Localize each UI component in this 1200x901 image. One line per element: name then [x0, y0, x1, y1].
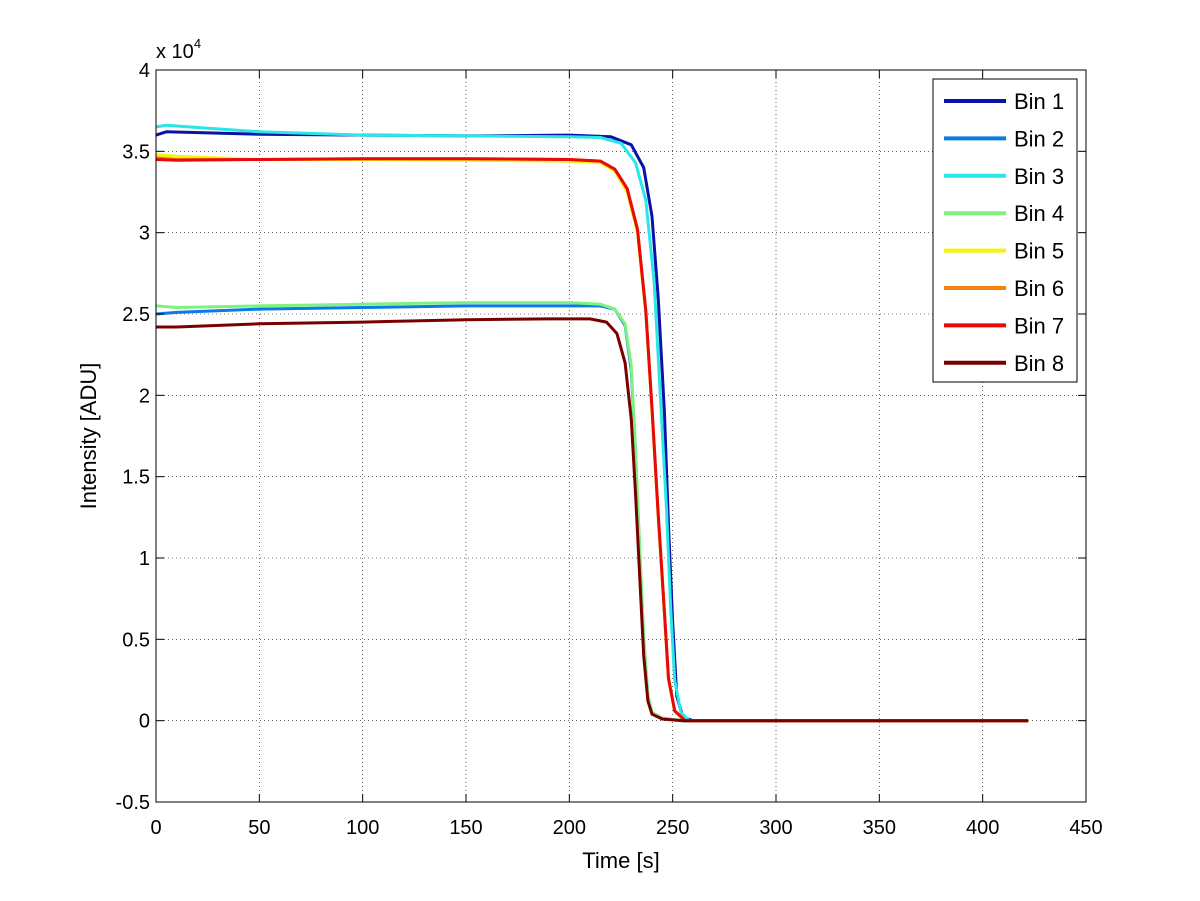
x-tick-label: 0	[150, 817, 161, 839]
legend-box	[932, 78, 1078, 383]
legend: Bin 1 Bin 2 Bin 3 Bin 4 Bin 5 Bin 6 Bin 7 Bin 8	[932, 78, 1078, 383]
legend-item-bin-6: Bin 6	[944, 276, 1064, 301]
legend-item-bin-2: Bin 2	[944, 126, 1064, 151]
x-tick-label: 150	[449, 817, 482, 839]
series-line-bin-8	[156, 317, 1029, 723]
y-tick-label: -0.5	[116, 792, 150, 814]
x-tick-label: 300	[759, 817, 792, 839]
plot-background	[156, 70, 1086, 802]
y-tick-label: 2.5	[122, 304, 150, 326]
ticks	[155, 69, 1087, 803]
legend-label: Bin 8	[1014, 351, 1064, 376]
x-axis-label: Time [s]	[582, 848, 659, 873]
y-tick-label: 2	[139, 385, 150, 407]
y-tick-label: 4	[139, 60, 150, 82]
x-tick-label: 400	[966, 817, 999, 839]
legend-item-bin-7: Bin 7	[944, 313, 1064, 338]
legend-item-bin-8: Bin 8	[944, 351, 1064, 376]
x-tick-label: 50	[248, 817, 270, 839]
x-tick-label: 100	[346, 817, 379, 839]
x-tick-label: 450	[1069, 817, 1102, 839]
legend-label: Bin 5	[1014, 239, 1064, 264]
legend-item-bin-1: Bin 1	[944, 89, 1064, 114]
x-tick-label: 200	[553, 817, 586, 839]
legend-label: Bin 7	[1014, 313, 1064, 338]
y-tick-label: 3.5	[122, 141, 150, 163]
x-tick-label: 250	[656, 817, 689, 839]
legend-item-bin-5: Bin 5	[944, 239, 1064, 264]
y-tick-label: 1	[139, 548, 150, 570]
plot-frame	[155, 69, 1087, 803]
y-tick-label: 1.5	[122, 467, 150, 489]
y-tick-label: 3	[139, 223, 150, 245]
legend-item-bin-3: Bin 3	[944, 164, 1064, 189]
legend-label: Bin 4	[1014, 201, 1064, 226]
legend-item-bin-4: Bin 4	[944, 201, 1064, 226]
legend-label: Bin 6	[1014, 276, 1064, 301]
y-tick-label: 0	[139, 711, 150, 733]
y-exponent-label: x 104	[156, 36, 201, 63]
series-layer	[155, 123, 1029, 723]
legend-items: Bin 1 Bin 2 Bin 3 Bin 4 Bin 5 Bin 6 Bin 7 Bin 8	[944, 89, 1064, 376]
x-tick-label: 350	[863, 817, 896, 839]
y-axis-label: Intensity [ADU]	[76, 363, 101, 510]
y-tick-label: 0.5	[122, 629, 150, 651]
legend-label: Bin 1	[1014, 89, 1064, 114]
tick-labels: 0 50 100 150 200 250 300 350 400 450-0.500.511.52…	[116, 60, 1103, 839]
legend-label: Bin 2	[1014, 126, 1064, 151]
legend-label: Bin 3	[1014, 164, 1064, 189]
grid	[156, 70, 1086, 802]
